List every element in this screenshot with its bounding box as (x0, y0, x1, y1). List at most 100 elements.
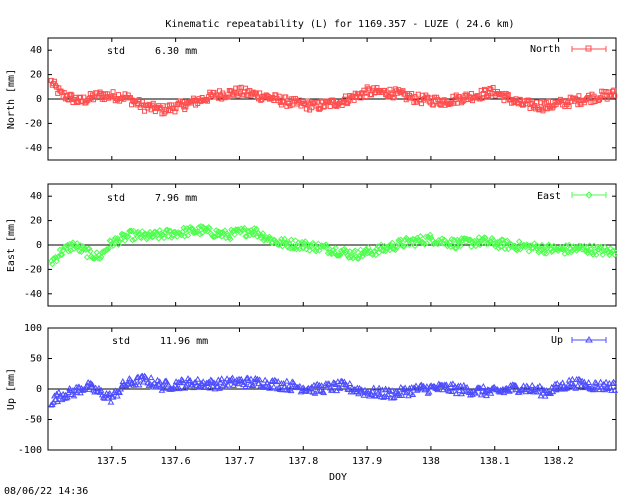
x-tick-label: 137.9 (352, 456, 382, 467)
x-tick-label: 138.1 (480, 456, 510, 467)
up-panel: Up [mm] std 11.96 mm Up 100 50 0 -50 -100 13… (6, 38, 619, 483)
east-data-point (196, 231, 204, 238)
up-data-point (487, 389, 495, 396)
up-data-point (253, 376, 260, 383)
up-data-point (175, 385, 183, 392)
up-std-value: 11.96 mm (160, 336, 208, 347)
up-data-point (574, 382, 582, 389)
up-data-point (434, 386, 442, 393)
north-series (48, 77, 618, 117)
east-data-point (53, 257, 60, 265)
up-data-point (441, 382, 449, 389)
east-data-point (167, 227, 174, 235)
east-data-point (335, 252, 343, 259)
east-data-point (131, 235, 139, 243)
east-data-point (85, 245, 93, 252)
north-data-point (468, 90, 474, 96)
north-data-point (409, 90, 415, 96)
east-data-point (129, 236, 136, 244)
east-data-point (126, 227, 133, 235)
east-data-point (344, 252, 351, 259)
north-data-point (566, 103, 572, 109)
up-data-point (420, 382, 427, 389)
up-data-point (478, 387, 486, 394)
east-data-point (146, 228, 154, 236)
up-data-point (233, 376, 241, 383)
up-data-point (169, 385, 177, 392)
east-data-point (537, 246, 545, 253)
east-data-point (447, 243, 454, 251)
up-data-point (50, 398, 57, 405)
up-data-point (85, 385, 93, 392)
east-data-point (292, 237, 299, 244)
up-data-point (255, 380, 262, 387)
up-data-point (199, 378, 207, 385)
east-data-point (400, 243, 408, 250)
east-data-point (482, 234, 489, 242)
east-data-point (96, 255, 104, 262)
up-data-point (186, 376, 194, 384)
up-data-point (511, 381, 519, 388)
east-data-point (160, 234, 168, 242)
x-tick-label: 137.5 (97, 456, 127, 467)
east-data-point (71, 242, 79, 249)
up-data-point (279, 386, 286, 393)
east-data-point (224, 231, 232, 239)
up-data-point (425, 388, 433, 395)
up-data-point (448, 387, 456, 395)
up-data-point (329, 386, 336, 393)
up-data-point (320, 389, 328, 396)
up-data-point (323, 383, 331, 390)
up-data-point (213, 382, 221, 389)
up-data-point (242, 382, 249, 390)
east-data-point (583, 247, 590, 255)
up-data-point (79, 386, 87, 393)
east-std-label: std (107, 193, 125, 204)
east-data-point (112, 234, 119, 242)
east-data-point (65, 248, 72, 255)
east-data-point (388, 239, 396, 247)
east-data-point (190, 229, 197, 237)
east-y-ticks: 40 20 0 -20 -40 (24, 191, 616, 300)
east-data-point (285, 240, 293, 247)
north-y-axis-label: North [mm] (6, 69, 17, 129)
north-data-point (371, 85, 377, 91)
up-data-point (452, 390, 460, 397)
north-y-tick-label: 20 (30, 70, 42, 81)
north-data-point (538, 100, 544, 106)
up-data-point (202, 383, 209, 390)
east-data-point (299, 244, 307, 252)
east-data-point (156, 227, 163, 234)
up-data-point (55, 388, 63, 395)
up-data-point (287, 387, 295, 394)
up-data-point (551, 380, 559, 387)
up-data-point (577, 382, 585, 389)
north-data-point (139, 99, 145, 105)
east-data-point (70, 245, 78, 253)
east-data-point (590, 242, 598, 249)
east-y-tick-label: -40 (24, 289, 42, 300)
east-data-point (380, 247, 387, 255)
north-data-point (573, 95, 579, 101)
up-data-point (73, 388, 81, 395)
up-data-point (221, 378, 229, 385)
up-data-point (370, 384, 378, 391)
up-data-point (57, 392, 65, 399)
east-data-point (426, 231, 434, 239)
east-data-point (568, 248, 575, 256)
up-data-point (365, 392, 373, 399)
up-data-point (605, 379, 613, 386)
east-data-point (532, 243, 539, 250)
east-data-point (128, 227, 135, 235)
up-data-point (274, 378, 282, 385)
up-data-point (553, 380, 561, 387)
east-data-point (591, 248, 599, 255)
north-data-point (283, 94, 289, 100)
east-data-point (231, 231, 238, 238)
north-data-point (97, 89, 103, 95)
up-data-point (95, 384, 103, 391)
north-data-point (576, 93, 582, 99)
up-data-point (602, 378, 610, 385)
east-data-point (83, 254, 91, 261)
up-data-point (584, 383, 591, 390)
